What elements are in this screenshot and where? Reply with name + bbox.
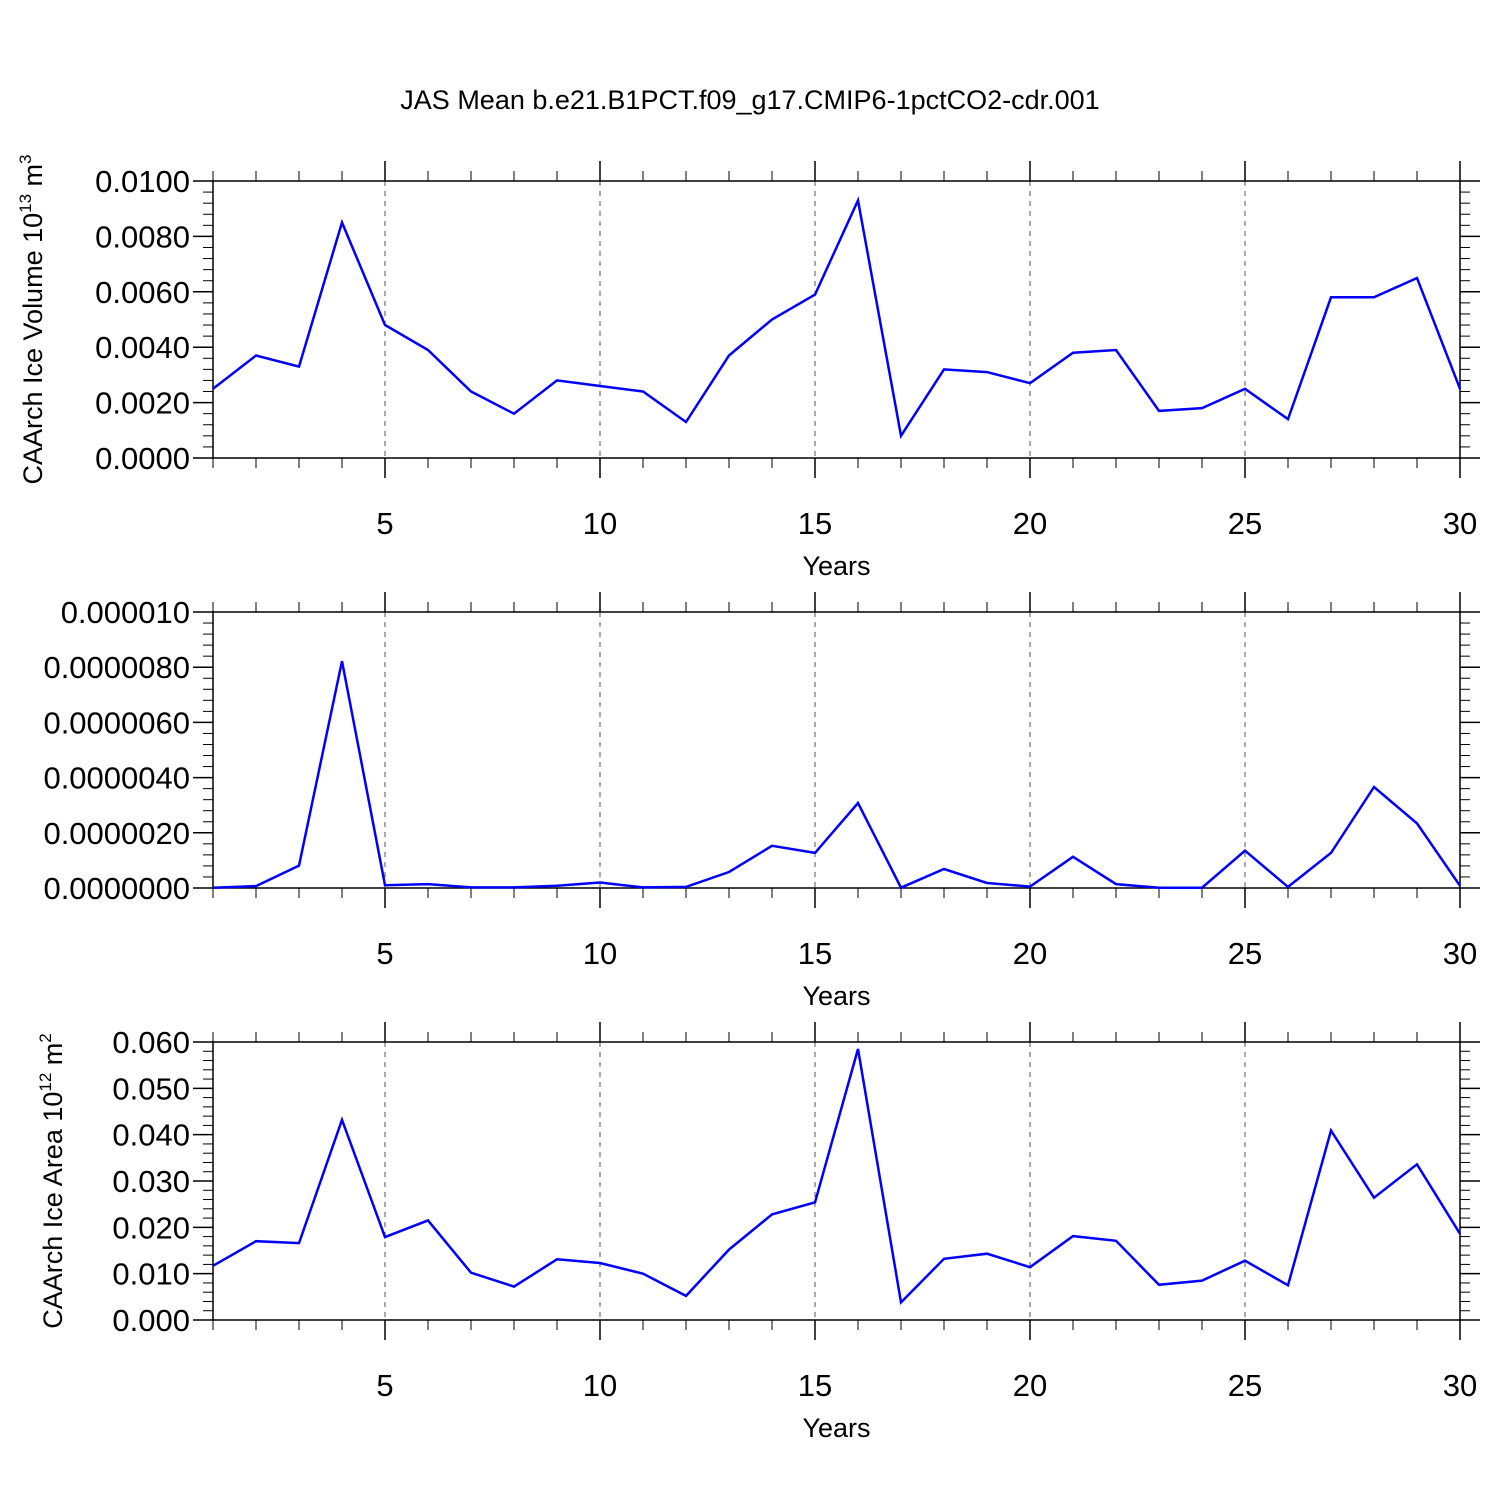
x-axis-label: Years	[802, 551, 870, 581]
y-tick-label: 0.020	[112, 1210, 190, 1245]
x-tick-label: 10	[583, 1368, 617, 1403]
y-tick-label: 0.040	[112, 1118, 190, 1153]
series-line	[212, 196, 1462, 440]
x-tick-label: 30	[1443, 1368, 1477, 1403]
x-tick-label: 30	[1443, 936, 1477, 971]
y-tick-label: 0.0000020	[43, 816, 190, 851]
x-tick-label: 30	[1443, 506, 1477, 541]
x-tick-label: 25	[1228, 506, 1262, 541]
series-line	[212, 1048, 1462, 1306]
y-tick-label: 0.0060	[95, 275, 190, 310]
y-tick-label: 0.0040	[95, 330, 190, 365]
chart-panel-3: 5 10 15 20 25 30 0.000 0.010 0.020 0.030 0.040 0.05…	[36, 1022, 1480, 1443]
x-tick-label: 20	[1013, 506, 1047, 541]
x-tick-label: 20	[1013, 1368, 1047, 1403]
x-tick-label: 5	[376, 936, 393, 971]
y-tick-label: 0.030	[112, 1164, 190, 1199]
y-tick-label: 0.0100	[95, 164, 190, 199]
y-tick-label: 0.0020	[95, 386, 190, 421]
x-tick-label: 10	[583, 936, 617, 971]
y-tick-label: 0.050	[112, 1071, 190, 1106]
x-tick-label: 25	[1228, 936, 1262, 971]
y-tick-label: 0.0000	[95, 441, 190, 476]
y-tick-label: 0.000	[112, 1303, 190, 1338]
x-tick-label: 5	[376, 1368, 393, 1403]
plot-frame	[212, 1041, 1461, 1321]
x-tick-label: 15	[798, 506, 832, 541]
y-axis-label: CAArch Ice Area 1012 m2	[36, 1033, 68, 1329]
x-axis-label: Years	[802, 1413, 870, 1443]
x-tick-label: 25	[1228, 1368, 1262, 1403]
y-axis-label: CAArch Ice Volume 1013 m3	[16, 154, 48, 484]
y-tick-label: 0.0080	[95, 219, 190, 254]
y-tick-label: 0.0000040	[43, 761, 190, 796]
y-tick-label: 0.000010	[61, 595, 190, 630]
y-tick-label: 0.0000000	[43, 871, 190, 906]
x-tick-label: 10	[583, 506, 617, 541]
plot-frame	[212, 611, 1461, 889]
y-tick-label: 0.0000060	[43, 705, 190, 740]
x-axis-label: Years	[802, 981, 870, 1011]
chart-title: JAS Mean b.e21.B1PCT.f09_g17.CMIP6-1pctC…	[400, 85, 1099, 115]
y-tick-label: 0.0000080	[43, 650, 190, 685]
y-tick-label: 0.060	[112, 1025, 190, 1060]
y-tick-label: 0.010	[112, 1257, 190, 1292]
x-tick-label: 20	[1013, 936, 1047, 971]
chart-panel-2: 5 10 15 20 25 30 0.0000000 0.0000020 0.0000040 0.…	[43, 592, 1480, 1011]
chart-panel-1: 5 10 15 20 25 30 0.0000 0.0020 0.0040 0.0060 0.008…	[16, 154, 1480, 581]
plot-frame	[212, 180, 1461, 459]
x-tick-label: 15	[798, 936, 832, 971]
x-tick-label: 15	[798, 1368, 832, 1403]
series-line	[212, 660, 1462, 890]
x-tick-label: 5	[376, 506, 393, 541]
